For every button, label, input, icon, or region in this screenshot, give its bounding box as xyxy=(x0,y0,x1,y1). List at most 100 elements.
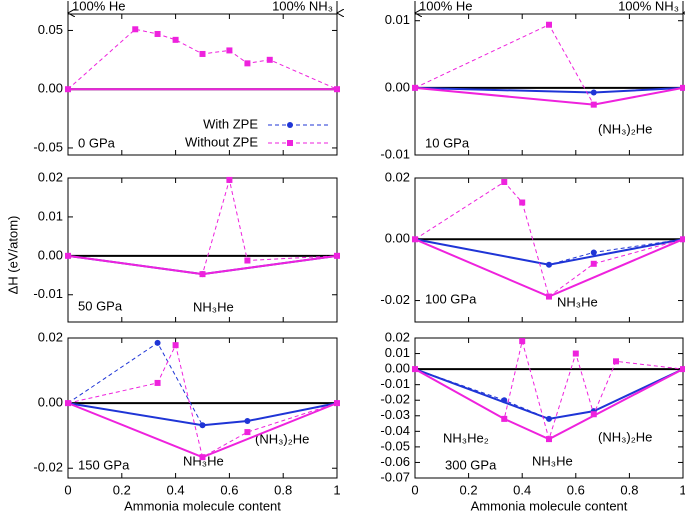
y-tick-label: 0.00 xyxy=(385,361,410,376)
y-tick-label: 0.02 xyxy=(38,329,63,344)
point xyxy=(412,236,418,243)
legend-marker xyxy=(287,122,293,128)
y-tick-label: -0.02 xyxy=(380,392,410,407)
y-tick-label: 0.01 xyxy=(385,12,410,27)
annotation: 150 GPa xyxy=(78,457,130,472)
point xyxy=(154,379,161,386)
y-tick-label: 0.02 xyxy=(385,169,410,184)
x-tick-label: 0.6 xyxy=(567,482,585,497)
dashed-line xyxy=(67,342,338,426)
point xyxy=(266,56,273,63)
y-tick-label: -0.01 xyxy=(33,286,63,301)
dashed-line xyxy=(414,238,684,266)
point xyxy=(546,293,552,300)
x-tick-label: 1 xyxy=(333,482,340,497)
annotation: NH₃He xyxy=(193,299,234,314)
legend-label: With ZPE xyxy=(203,116,258,131)
annotation: (NH₃)₂He xyxy=(598,121,652,136)
point xyxy=(199,50,206,57)
point xyxy=(590,89,597,96)
point xyxy=(334,252,340,259)
plot-frame xyxy=(414,177,684,323)
hull-line xyxy=(414,238,684,266)
annotation: NH₃He xyxy=(183,453,224,468)
plot-frame xyxy=(414,337,684,479)
y-tick-label: -0.05 xyxy=(380,438,410,453)
y-tick-label: 0.02 xyxy=(38,169,63,184)
dashed-line xyxy=(414,24,684,106)
x-axis-label: Ammonia molecule content xyxy=(471,498,628,511)
annotation: 300 GPa xyxy=(445,457,497,472)
dashed-line xyxy=(67,343,338,458)
annotation: 10 GPa xyxy=(425,135,470,150)
point xyxy=(154,30,161,37)
x-axis-label: Ammonia molecule content xyxy=(124,498,281,511)
point xyxy=(680,236,685,243)
point xyxy=(226,176,233,183)
dashed-line xyxy=(414,340,684,441)
y-tick-label: -0.04 xyxy=(380,423,410,438)
x-tick-label: 0 xyxy=(411,482,418,497)
x-tick-label: 0.4 xyxy=(167,482,185,497)
x-tick-label: 1 xyxy=(679,482,685,497)
hull-line xyxy=(67,402,338,427)
y-tick-label: -0.01 xyxy=(380,146,410,161)
y-tick-label: 0.00 xyxy=(38,81,63,96)
plot-frame xyxy=(67,337,338,479)
y-tick-label: -0.05 xyxy=(33,139,63,154)
top-label: 100% NH₃ xyxy=(618,0,679,13)
point xyxy=(199,454,206,461)
y-tick-label: 0.00 xyxy=(385,79,410,94)
annotation: (NH₃)₂He xyxy=(255,431,309,446)
dashed-line xyxy=(414,368,684,420)
point xyxy=(172,342,179,349)
x-tick-label: 0.8 xyxy=(620,482,638,497)
point xyxy=(590,249,597,256)
y-tick-label: -0.01 xyxy=(380,376,410,391)
x-tick-label: 0 xyxy=(64,482,71,497)
y-tick-label: 0.02 xyxy=(385,329,410,344)
dashed-line xyxy=(67,179,338,275)
annotation: NH₃He₂ xyxy=(443,430,489,445)
y-tick-label: -0.02 xyxy=(33,460,63,475)
point xyxy=(412,84,418,91)
plot-frame xyxy=(67,177,338,323)
point xyxy=(244,429,251,436)
top-label: 100% NH₃ xyxy=(272,0,333,13)
point xyxy=(244,60,251,67)
x-tick-label: 0.2 xyxy=(460,482,478,497)
dashed-line xyxy=(67,28,338,90)
point xyxy=(613,358,619,365)
top-label: 100% He xyxy=(419,0,472,13)
x-tick-label: 0.6 xyxy=(220,482,238,497)
point xyxy=(65,86,71,93)
point xyxy=(199,271,206,278)
y-tick-label: -0.07 xyxy=(380,469,410,484)
point xyxy=(501,415,508,422)
point xyxy=(519,338,526,345)
point xyxy=(132,26,139,33)
y-tick-label: 0.01 xyxy=(385,345,410,360)
point xyxy=(572,350,579,357)
y-tick-label: -0.06 xyxy=(380,454,410,469)
hull-line xyxy=(414,368,684,420)
y-axis-label: ΔH (eV/atom) xyxy=(5,216,20,295)
point xyxy=(412,366,418,373)
point xyxy=(546,21,552,28)
y-tick-label: 0.00 xyxy=(38,247,63,262)
x-tick-label: 0.8 xyxy=(274,482,292,497)
y-tick-label: 0.01 xyxy=(38,208,63,223)
dashed-line xyxy=(414,181,684,298)
annotation: 100 GPa xyxy=(425,291,477,306)
plot-frame xyxy=(414,13,684,156)
point xyxy=(546,261,552,268)
point xyxy=(65,400,71,407)
point xyxy=(590,260,597,267)
annotation: (NH₃)₂He xyxy=(598,429,652,444)
point xyxy=(226,47,233,54)
point xyxy=(590,411,597,418)
y-tick-label: 0.00 xyxy=(385,231,410,246)
legend-label: Without ZPE xyxy=(185,134,258,149)
point xyxy=(590,101,597,108)
